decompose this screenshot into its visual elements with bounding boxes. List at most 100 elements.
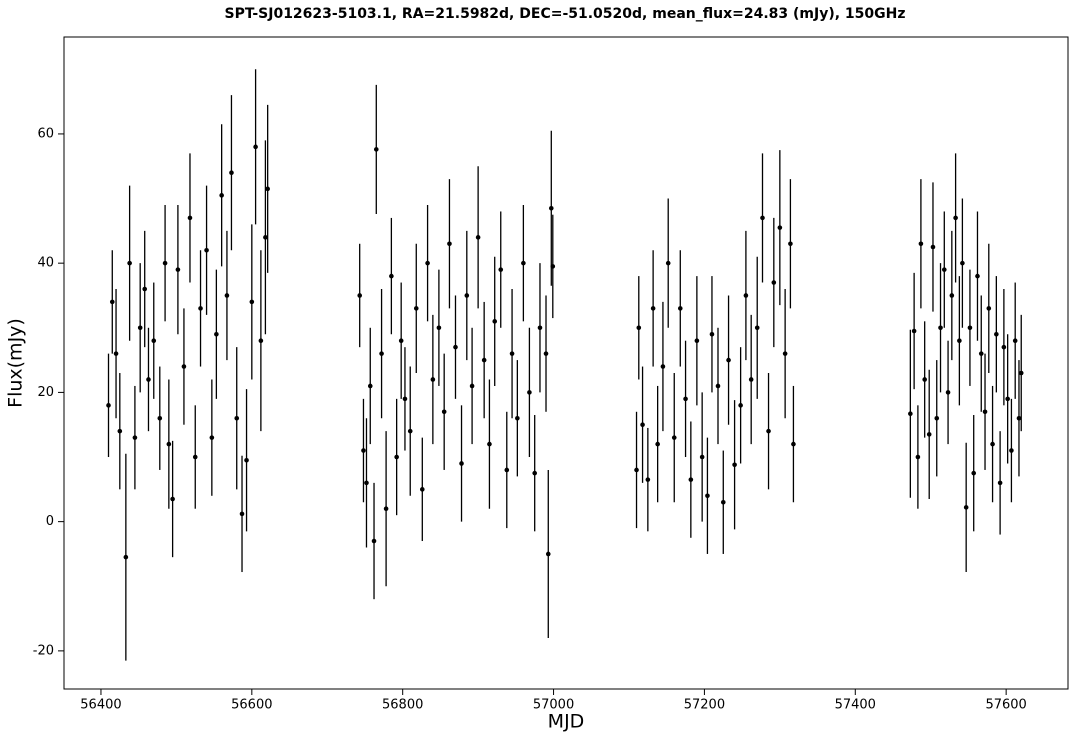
data-point bbox=[249, 299, 255, 305]
data-point bbox=[715, 383, 721, 389]
x-tick-label: 57400 bbox=[835, 698, 876, 713]
data-point bbox=[509, 351, 515, 356]
data-point bbox=[407, 428, 413, 434]
data-point bbox=[389, 273, 394, 279]
data-point bbox=[187, 215, 193, 221]
data-point bbox=[146, 377, 151, 382]
plot-frame bbox=[63, 36, 1069, 690]
data-point bbox=[425, 260, 430, 266]
data-point bbox=[945, 390, 951, 395]
data-point bbox=[198, 306, 203, 311]
data-point bbox=[192, 454, 198, 460]
data-point bbox=[364, 480, 369, 486]
data-point bbox=[938, 325, 943, 331]
y-tick-label: -20 bbox=[33, 643, 54, 658]
data-point bbox=[671, 435, 677, 440]
data-point bbox=[123, 554, 129, 560]
data-point bbox=[367, 383, 373, 389]
data-point bbox=[953, 215, 958, 221]
data-point bbox=[137, 325, 143, 331]
data-point bbox=[738, 403, 743, 408]
data-point bbox=[688, 477, 694, 482]
data-point bbox=[441, 409, 447, 415]
data-point bbox=[986, 306, 992, 311]
data-point bbox=[911, 328, 917, 334]
data-point bbox=[127, 260, 132, 266]
data-point bbox=[214, 331, 219, 337]
data-point bbox=[219, 193, 224, 198]
data-point bbox=[748, 377, 754, 382]
data-point bbox=[537, 325, 543, 331]
data-point bbox=[265, 186, 270, 192]
data-point bbox=[918, 241, 924, 247]
data-point bbox=[754, 325, 760, 331]
data-point bbox=[636, 325, 642, 331]
data-point bbox=[655, 441, 660, 447]
data-point bbox=[263, 235, 268, 240]
data-point bbox=[760, 215, 765, 221]
data-point bbox=[1001, 344, 1007, 350]
data-point bbox=[106, 403, 111, 408]
data-point bbox=[504, 467, 510, 473]
data-point bbox=[402, 396, 408, 402]
data-point bbox=[113, 351, 119, 356]
data-point bbox=[694, 338, 700, 344]
data-point bbox=[498, 267, 504, 272]
x-tick-label: 57000 bbox=[533, 698, 574, 713]
y-tick-label: 0 bbox=[46, 514, 54, 529]
data-point bbox=[782, 351, 788, 356]
data-point bbox=[545, 551, 551, 557]
data-point bbox=[1012, 338, 1018, 344]
data-point bbox=[1018, 370, 1024, 376]
data-point bbox=[447, 241, 452, 247]
data-point bbox=[244, 457, 249, 463]
data-point bbox=[175, 267, 181, 272]
y-tick-label: 20 bbox=[37, 385, 54, 400]
data-point bbox=[660, 364, 666, 369]
data-point bbox=[720, 499, 726, 505]
data-point bbox=[645, 477, 651, 482]
data-point bbox=[967, 325, 973, 331]
data-point bbox=[239, 511, 245, 517]
data-point bbox=[383, 506, 389, 512]
data-point bbox=[170, 496, 175, 502]
x-tick-label: 56600 bbox=[231, 698, 272, 713]
data-point bbox=[650, 306, 656, 311]
data-point bbox=[142, 286, 148, 292]
data-point bbox=[1005, 396, 1010, 402]
data-point bbox=[726, 357, 731, 363]
data-point bbox=[464, 293, 470, 298]
data-point bbox=[791, 441, 796, 447]
data-point bbox=[949, 293, 955, 298]
data-point bbox=[982, 409, 988, 415]
data-point bbox=[469, 383, 475, 389]
y-tick-label: 40 bbox=[37, 256, 54, 271]
data-point bbox=[166, 441, 172, 447]
data-point bbox=[209, 435, 215, 440]
data-point bbox=[492, 319, 498, 324]
data-point bbox=[926, 432, 932, 437]
data-point bbox=[922, 377, 927, 382]
data-point bbox=[487, 441, 492, 447]
x-tick-label: 56400 bbox=[80, 698, 121, 713]
data-point bbox=[978, 351, 984, 356]
data-point bbox=[963, 505, 969, 510]
data-point bbox=[634, 467, 639, 473]
data-point bbox=[475, 235, 481, 240]
data-point bbox=[960, 260, 965, 266]
data-point bbox=[162, 260, 168, 266]
data-point bbox=[453, 344, 458, 350]
data-point bbox=[543, 351, 549, 356]
data-point bbox=[677, 306, 683, 311]
data-point bbox=[934, 415, 940, 421]
data-point bbox=[459, 461, 464, 466]
data-point bbox=[1016, 415, 1022, 421]
data-point bbox=[683, 396, 688, 402]
data-point bbox=[373, 147, 379, 152]
data-point bbox=[157, 415, 163, 421]
data-point bbox=[705, 493, 710, 499]
data-point bbox=[709, 331, 715, 337]
x-tick-label: 56800 bbox=[382, 698, 423, 713]
data-point bbox=[132, 435, 138, 440]
